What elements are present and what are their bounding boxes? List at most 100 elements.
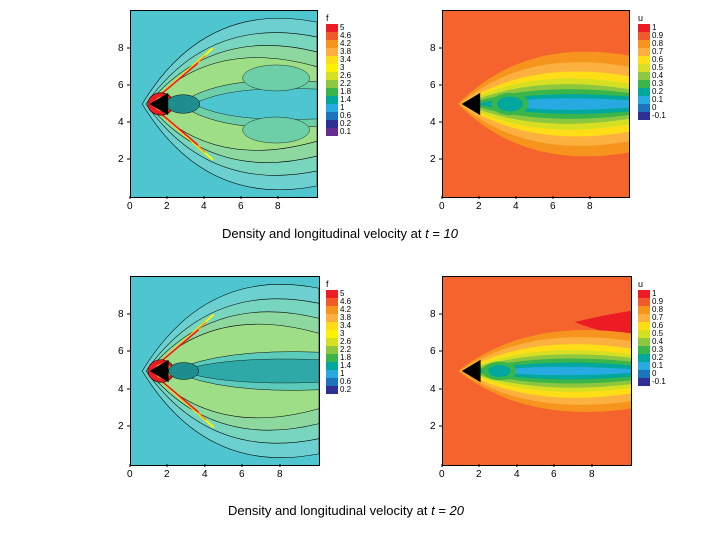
legend-swatch bbox=[638, 56, 650, 64]
legend-swatch bbox=[638, 338, 650, 346]
svg-text:4: 4 bbox=[514, 469, 520, 480]
legend-title: u bbox=[638, 280, 650, 289]
svg-text:8: 8 bbox=[275, 201, 281, 212]
svg-text:0: 0 bbox=[127, 201, 133, 212]
legend-swatch bbox=[326, 104, 338, 112]
legend-swatch bbox=[638, 346, 650, 354]
legend-swatch bbox=[326, 314, 338, 322]
svg-text:2: 2 bbox=[164, 201, 170, 212]
page: 2 4 6 8 0 2 4 6 8 f 54.64.23.83.432.62.2… bbox=[0, 0, 720, 540]
svg-text:8: 8 bbox=[589, 469, 595, 480]
legend-swatch bbox=[638, 322, 650, 330]
svg-text:6: 6 bbox=[118, 80, 124, 91]
legend-density-t10: f 54.64.23.83.432.62.21.81.410.60.20.1 bbox=[326, 14, 338, 136]
legend-swatches bbox=[326, 290, 338, 394]
panel-density-t20: 2 4 6 8 0 2 4 6 8 f 54.64.23.83.432.62.2… bbox=[110, 274, 350, 486]
legend-swatch bbox=[638, 96, 650, 104]
legend-swatch bbox=[326, 322, 338, 330]
legend-title: f bbox=[326, 280, 338, 289]
legend-swatch bbox=[638, 330, 650, 338]
axes-density-t20: 2 4 6 8 0 2 4 6 8 bbox=[110, 274, 350, 486]
legend-swatches bbox=[638, 24, 650, 120]
legend-swatches bbox=[638, 290, 650, 386]
legend-swatch bbox=[638, 362, 650, 370]
caption-prefix: Density and longitudinal velocity at bbox=[222, 226, 425, 241]
svg-text:2: 2 bbox=[476, 201, 482, 212]
legend-level: 0.2 bbox=[340, 386, 351, 394]
svg-text:8: 8 bbox=[118, 309, 124, 320]
legend-swatch bbox=[326, 330, 338, 338]
legend-swatch bbox=[638, 306, 650, 314]
legend-swatch bbox=[326, 96, 338, 104]
svg-text:0: 0 bbox=[439, 469, 445, 480]
legend-swatch bbox=[326, 386, 338, 394]
legend-swatch bbox=[326, 306, 338, 314]
legend-swatch bbox=[326, 48, 338, 56]
legend-swatch bbox=[638, 64, 650, 72]
svg-text:6: 6 bbox=[550, 201, 556, 212]
legend-swatch bbox=[638, 378, 650, 386]
legend-swatch bbox=[638, 104, 650, 112]
legend-labels: 10.90.80.70.60.50.40.30.20.10-0.1 bbox=[652, 290, 666, 386]
svg-text:6: 6 bbox=[430, 80, 436, 91]
legend-swatch bbox=[638, 88, 650, 96]
legend-swatch bbox=[326, 354, 338, 362]
legend-swatch bbox=[638, 80, 650, 88]
legend-swatch bbox=[638, 298, 650, 306]
svg-text:6: 6 bbox=[551, 469, 557, 480]
panel-density-t10: 2 4 6 8 0 2 4 6 8 f 54.64.23.83.432.62.2… bbox=[110, 8, 350, 218]
legend-swatch bbox=[638, 314, 650, 322]
svg-text:4: 4 bbox=[430, 117, 436, 128]
legend-swatch bbox=[638, 24, 650, 32]
svg-text:2: 2 bbox=[118, 421, 124, 432]
axes-density-t10: 2 4 6 8 0 2 4 6 8 bbox=[110, 8, 350, 218]
legend-labels: 54.64.23.83.432.62.21.81.410.60.2 bbox=[340, 290, 351, 394]
legend-swatch bbox=[638, 354, 650, 362]
legend-swatch bbox=[326, 338, 338, 346]
legend-swatch bbox=[638, 40, 650, 48]
legend-labels: 54.64.23.83.432.62.21.81.410.60.20.1 bbox=[340, 24, 351, 136]
svg-text:2: 2 bbox=[430, 421, 436, 432]
legend-velocity-t20: u 10.90.80.70.60.50.40.30.20.10-0.1 bbox=[638, 280, 650, 386]
caption-t20: Density and longitudinal velocity at t =… bbox=[228, 503, 464, 518]
caption-prefix: Density and longitudinal velocity at bbox=[228, 503, 431, 518]
legend-level: -0.1 bbox=[652, 378, 666, 386]
axes-velocity-t20: 2 4 6 8 0 2 4 6 8 bbox=[422, 274, 662, 486]
panel-velocity-t20: 2 4 6 8 0 2 4 6 8 u 10.90.80.70.60.50.40… bbox=[422, 274, 662, 486]
xticks: 0 2 4 6 8 bbox=[127, 196, 281, 212]
legend-swatch bbox=[326, 362, 338, 370]
axes-velocity-t10: 2 4 6 8 0 2 4 6 8 bbox=[422, 8, 662, 218]
caption-tvar: t = 20 bbox=[431, 503, 464, 518]
svg-text:4: 4 bbox=[513, 201, 519, 212]
legend-labels: 10.90.80.70.60.50.40.30.20.10-0.1 bbox=[652, 24, 666, 120]
legend-title: f bbox=[326, 14, 338, 23]
legend-swatch bbox=[638, 112, 650, 120]
legend-swatch bbox=[326, 80, 338, 88]
caption-tvar: t = 10 bbox=[425, 226, 458, 241]
legend-title: u bbox=[638, 14, 650, 23]
yticks: 2 4 6 8 bbox=[118, 43, 130, 165]
svg-text:8: 8 bbox=[430, 43, 436, 54]
svg-text:8: 8 bbox=[277, 469, 283, 480]
svg-text:2: 2 bbox=[430, 154, 436, 165]
svg-text:6: 6 bbox=[238, 201, 244, 212]
legend-swatch bbox=[326, 88, 338, 96]
svg-text:8: 8 bbox=[118, 43, 124, 54]
panel-velocity-t10: 2 4 6 8 0 2 4 6 8 u 10.90.80.70.60.50.40… bbox=[422, 8, 662, 218]
caption-t10: Density and longitudinal velocity at t =… bbox=[222, 226, 458, 241]
legend-level: -0.1 bbox=[652, 112, 666, 120]
legend-swatch bbox=[326, 112, 338, 120]
svg-text:2: 2 bbox=[118, 154, 124, 165]
svg-text:4: 4 bbox=[202, 469, 208, 480]
legend-level: 0.1 bbox=[340, 128, 351, 136]
legend-swatch bbox=[326, 120, 338, 128]
legend-swatch bbox=[326, 64, 338, 72]
legend-swatch bbox=[326, 128, 338, 136]
legend-swatch bbox=[326, 56, 338, 64]
svg-text:8: 8 bbox=[587, 201, 593, 212]
legend-swatch bbox=[638, 290, 650, 298]
svg-text:2: 2 bbox=[164, 469, 170, 480]
svg-text:2: 2 bbox=[476, 469, 482, 480]
legend-velocity-t10: u 10.90.80.70.60.50.40.30.20.10-0.1 bbox=[638, 14, 650, 120]
svg-text:4: 4 bbox=[430, 384, 436, 395]
